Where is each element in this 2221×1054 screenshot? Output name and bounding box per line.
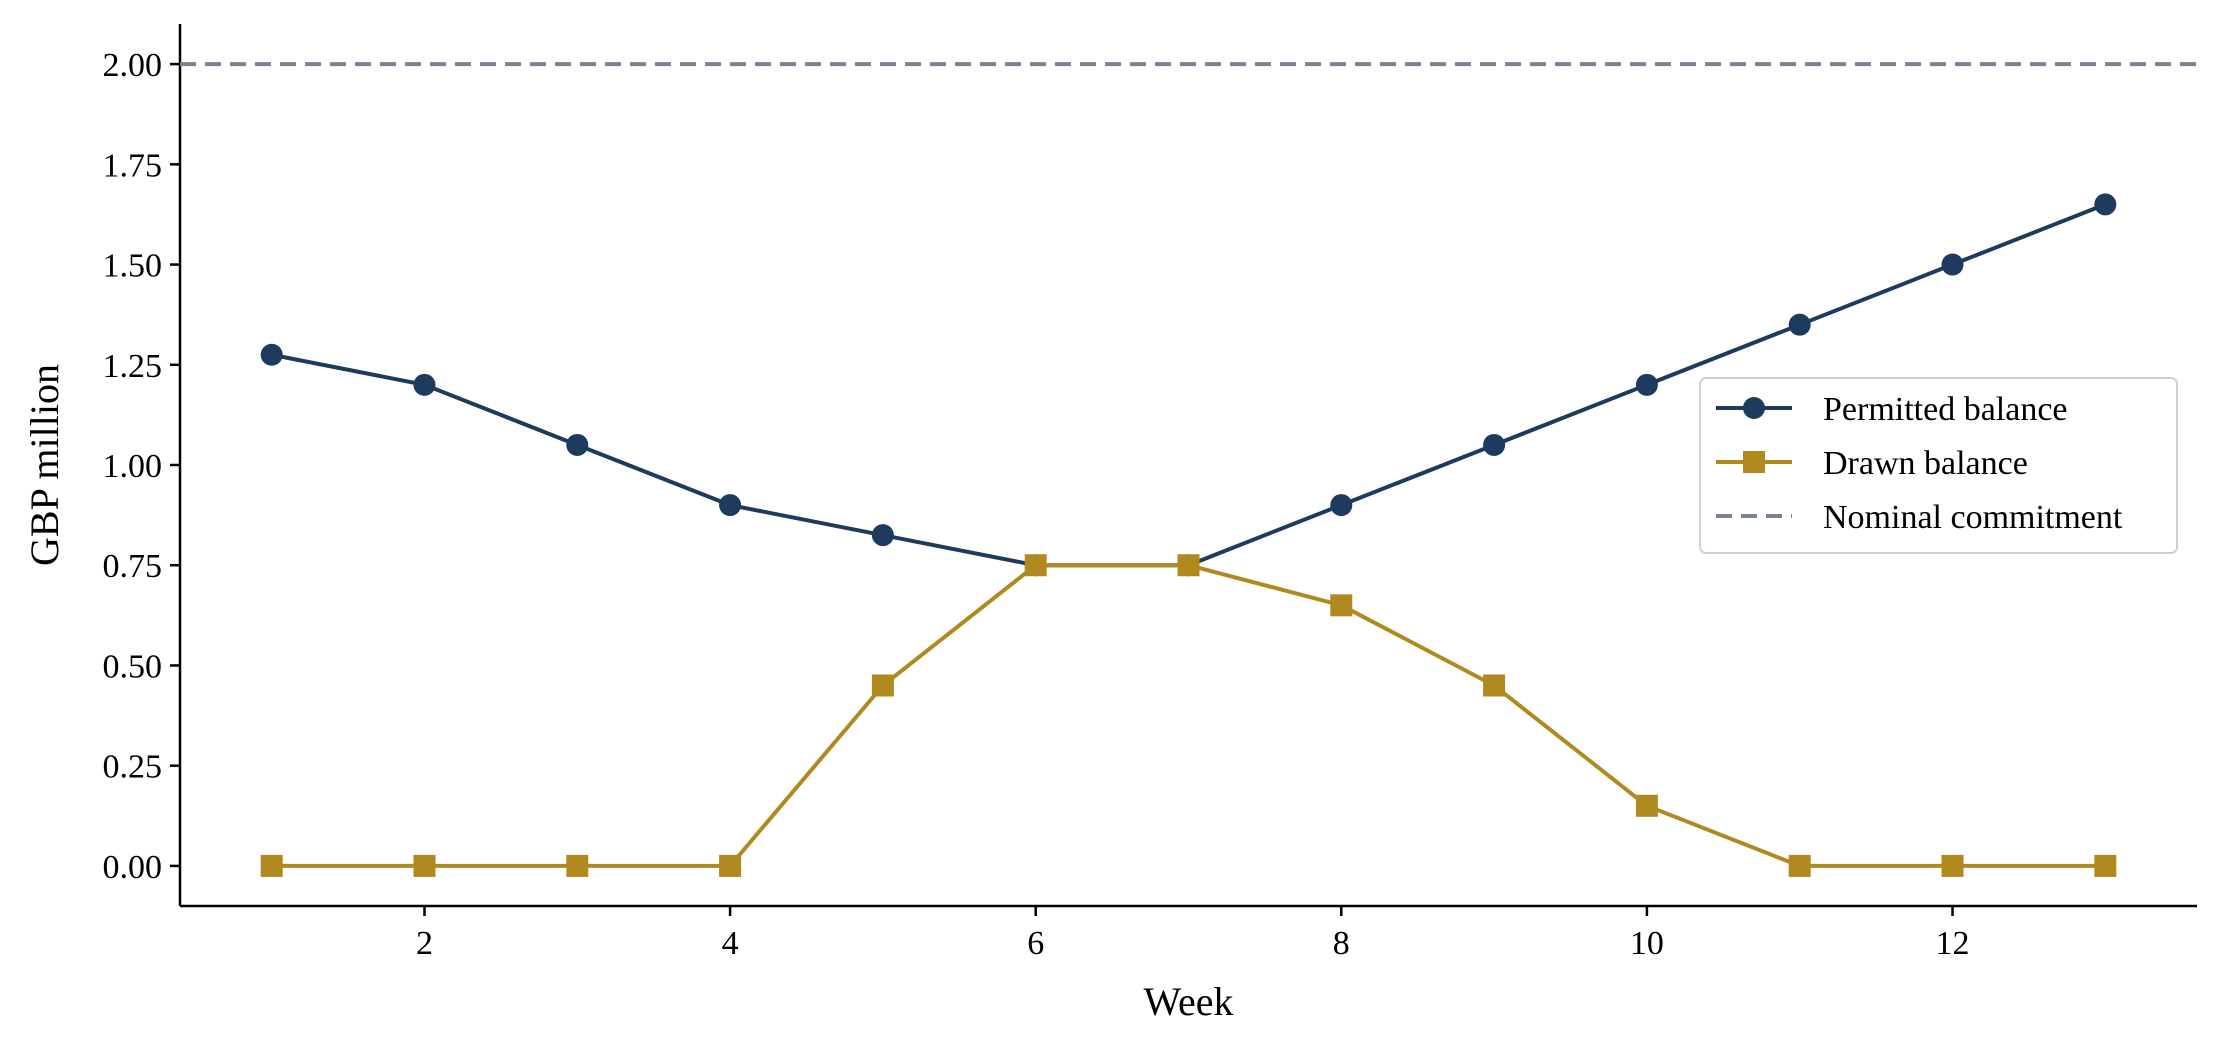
- permitted-balance-point: [1483, 433, 1506, 456]
- permitted-balance-point: [1635, 373, 1658, 396]
- x-tick-label: 10: [1630, 925, 1664, 962]
- x-axis-title: Week: [1143, 979, 1233, 1024]
- permitted-balance-point: [1330, 494, 1353, 517]
- permitted-balance-point: [260, 343, 283, 366]
- plot-area: [180, 62, 2197, 877]
- drawn-balance-point: [566, 854, 589, 877]
- legend-nominal-commitment-label: Nominal commitment: [1823, 499, 2123, 536]
- y-tick-label: 0.25: [103, 749, 163, 786]
- y-tick-label: 1.75: [103, 147, 163, 184]
- legend-drawn-balance-marker: [1743, 451, 1765, 473]
- drawn-balance-point: [1177, 554, 1200, 577]
- y-tick-label: 0.50: [103, 648, 163, 685]
- y-axis-title: GBP million: [22, 364, 67, 566]
- permitted-balance-point: [2094, 193, 2117, 216]
- x-tick-label: 8: [1333, 925, 1350, 962]
- drawn-balance-line: [271, 563, 2106, 868]
- permitted-balance-point: [1788, 313, 1811, 336]
- permitted-balance-point: [566, 433, 589, 456]
- drawn-balance-point: [871, 674, 894, 697]
- permitted-balance-point: [719, 494, 742, 517]
- drawn-balance-point: [2094, 854, 2117, 877]
- y-tick-label: 1.25: [103, 348, 163, 385]
- permitted-balance-point: [413, 373, 436, 396]
- y-tick-label: 0.00: [103, 849, 163, 886]
- x-tick-label: 2: [416, 925, 433, 962]
- x-tick-label: 6: [1027, 925, 1044, 962]
- legend-box: [1699, 377, 2178, 554]
- x-tick-label: 4: [722, 925, 739, 962]
- legend: Permitted balance Drawn balance Nominal co…: [1699, 377, 2178, 554]
- drawn-balance-point: [260, 854, 283, 877]
- drawn-balance-point: [413, 854, 436, 877]
- drawn-balance-point: [1941, 854, 1964, 877]
- y-tick-label: 1.00: [103, 448, 163, 485]
- drawn-balance-point: [1483, 674, 1506, 697]
- axes: 0.00 0.25 0.50 0.75 1.00 1.25 1.50 1.75 2.00 2 4 6 8…: [22, 24, 2197, 1024]
- legend-permitted-balance-label: Permitted balance: [1823, 391, 2068, 428]
- permitted-balance-point: [1941, 253, 1964, 276]
- y-tick-label: 0.75: [103, 548, 163, 585]
- drawn-balance-point: [719, 854, 742, 877]
- drawn-balance-point: [1330, 594, 1353, 617]
- y-tick-label: 1.50: [103, 248, 163, 285]
- drawn-balance-point: [1024, 554, 1047, 577]
- y-tick-label: 2.00: [103, 47, 163, 84]
- x-tick-label: 12: [1936, 925, 1970, 962]
- drawn-balance-point: [1788, 854, 1811, 877]
- legend-drawn-balance-label: Drawn balance: [1823, 445, 2028, 482]
- drawn-balance-point: [1635, 794, 1658, 817]
- legend-permitted-balance-marker: [1743, 397, 1765, 419]
- permitted-balance-point: [871, 524, 894, 547]
